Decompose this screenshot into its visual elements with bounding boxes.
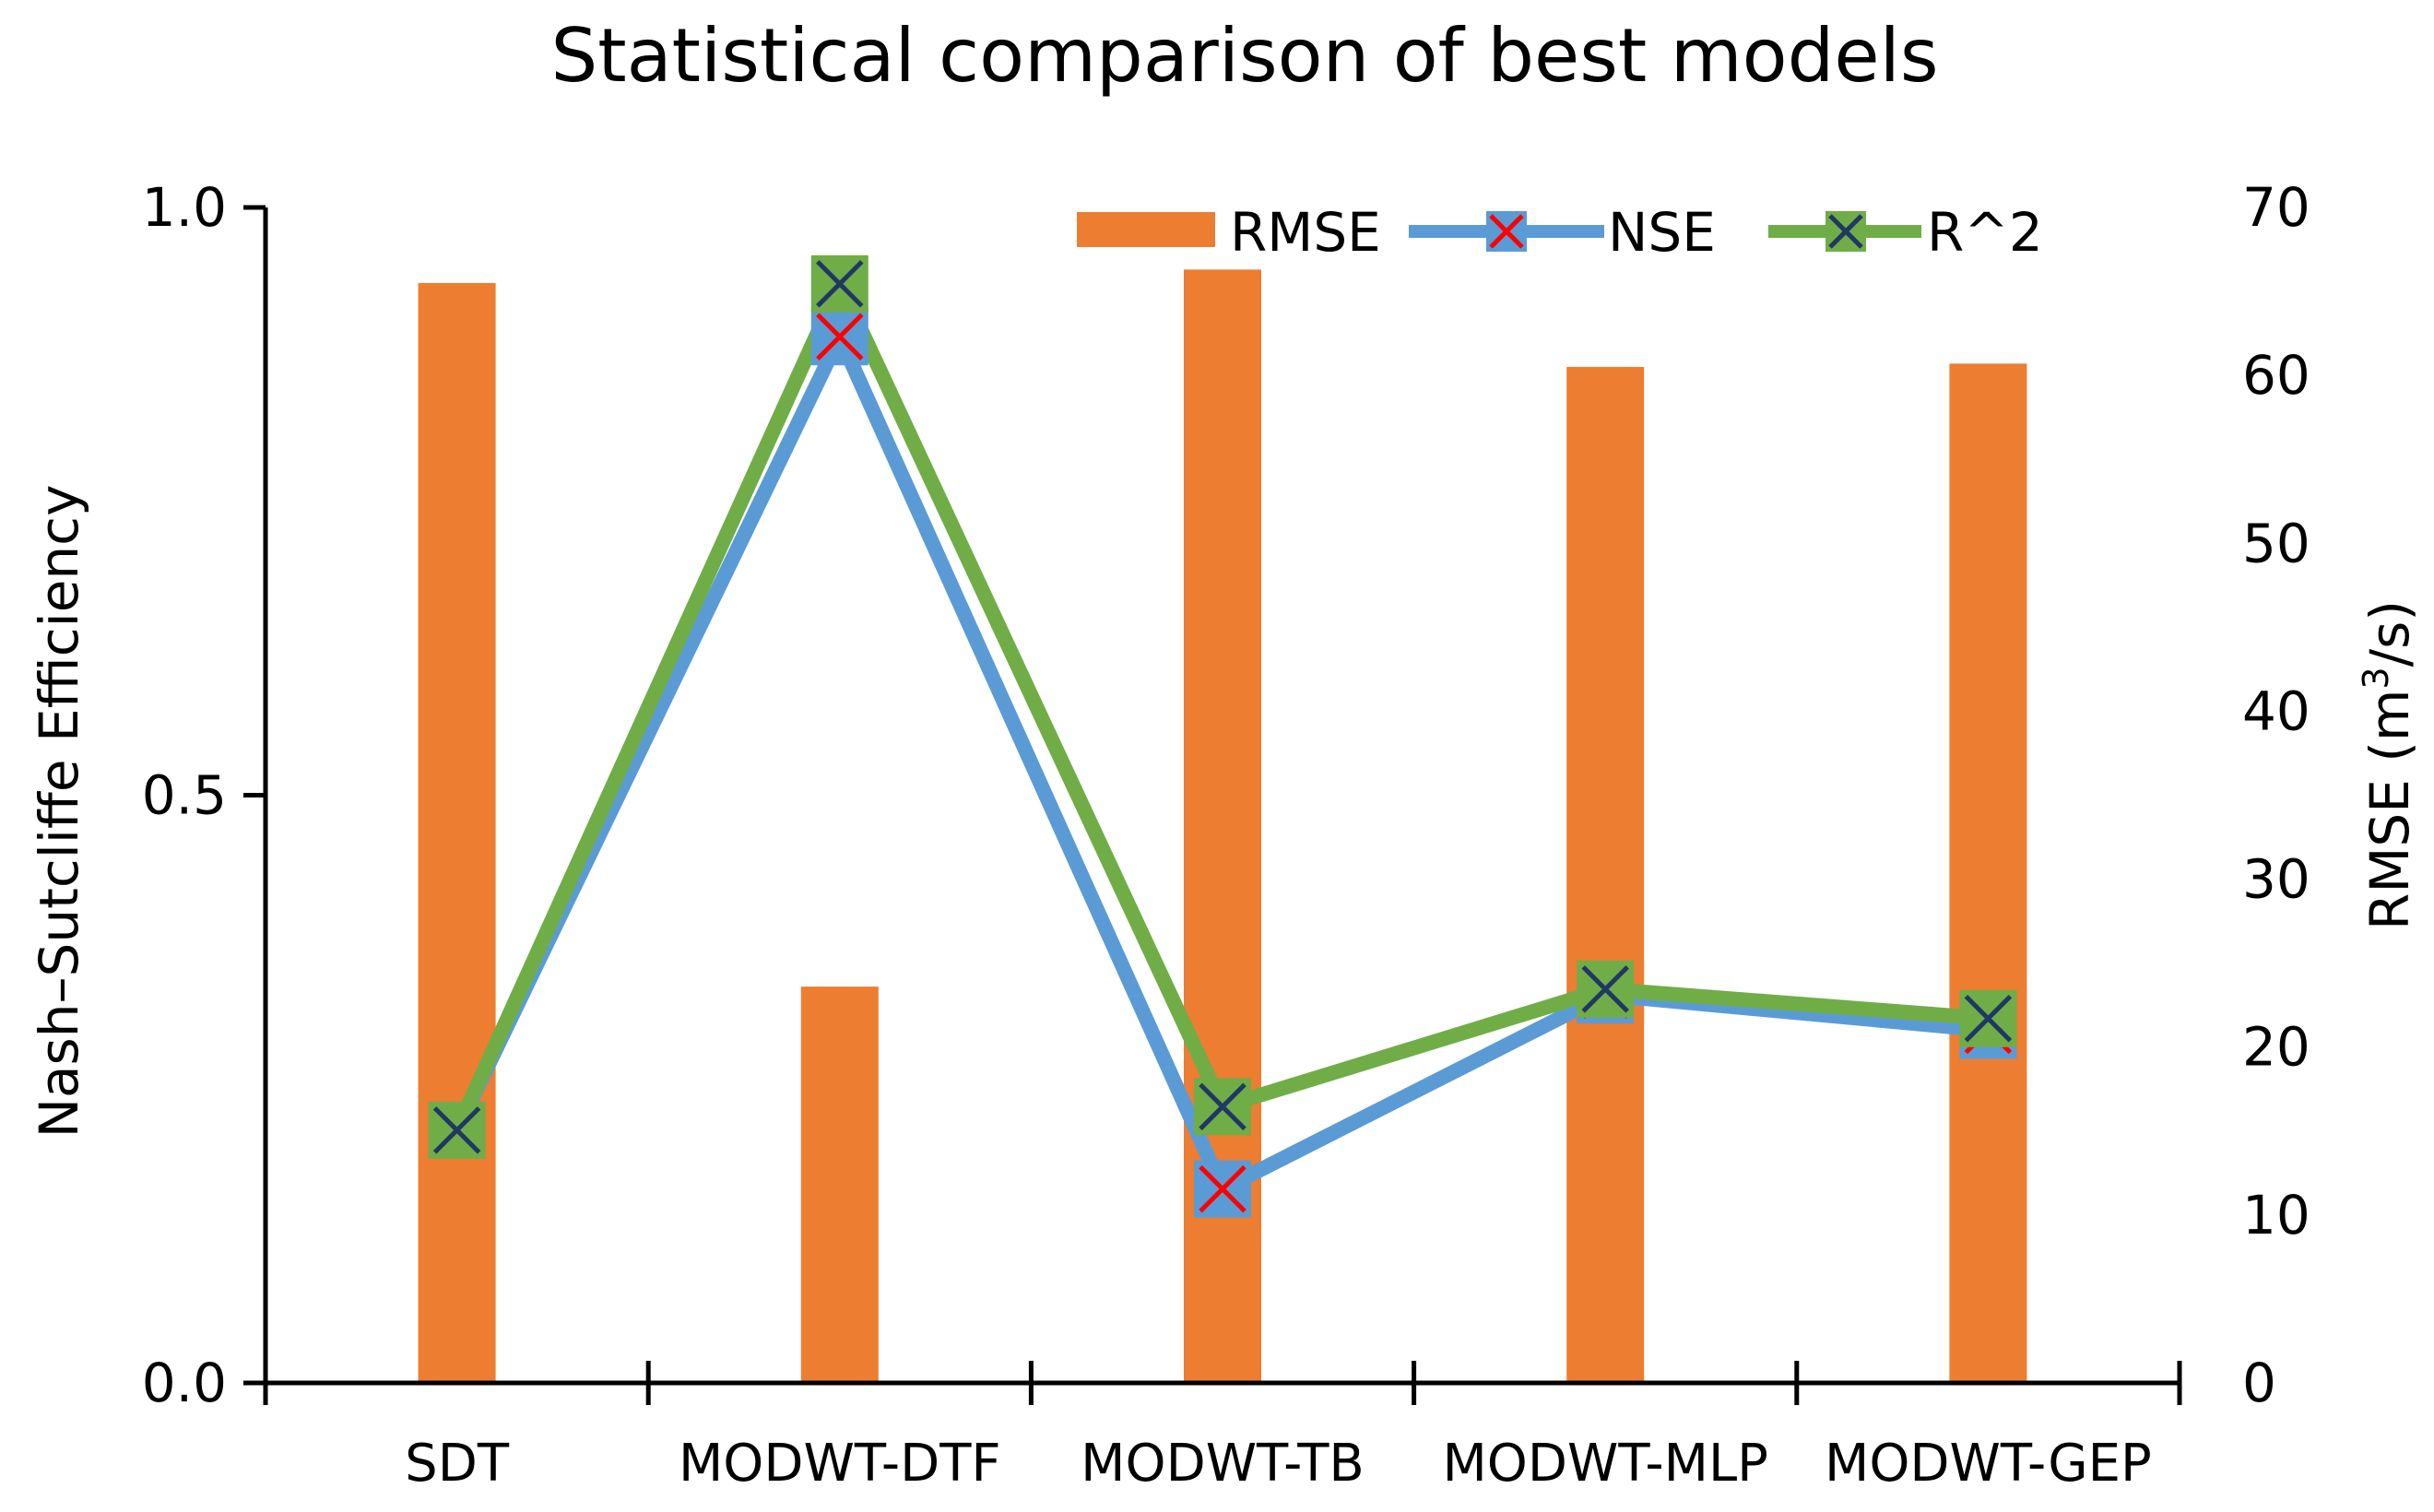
tick-labels: 0.0 0.5 1.0 0 10 20 30 40 50 60 70 <box>142 176 2310 1414</box>
category-label-modwt-dtf: MODWT-DTF <box>679 1434 1001 1494</box>
left-tick-label: 1.0 <box>142 176 227 239</box>
right-tick-label: 50 <box>2242 512 2310 574</box>
right-tick-label: 40 <box>2242 679 2310 742</box>
marker-r-2-sdt <box>428 1101 486 1159</box>
left-tick-label: 0.5 <box>142 764 227 827</box>
category-label-modwt-tb: MODWT-TB <box>1081 1434 1365 1494</box>
right-tick-label: 70 <box>2242 176 2310 239</box>
marker-r-2-modwt-dtf <box>810 254 868 313</box>
bar-rmse-modwt-mlp <box>1566 367 1645 1384</box>
right-axis-title-end: /s) <box>2358 600 2421 667</box>
legend-swatch-rmse <box>1077 212 1215 247</box>
legend-cross-nse <box>1489 214 1524 249</box>
right-tick-label: 0 <box>2242 1352 2276 1414</box>
marker-r-2-modwt-gep <box>1959 989 2017 1047</box>
left-axis-title: Nash–Sutcliffe Efficiency <box>28 485 90 1139</box>
legend-label-r2: R^2 <box>1927 201 2043 264</box>
right-tick-label: 10 <box>2242 1184 2310 1246</box>
right-tick-label: 20 <box>2242 1016 2310 1079</box>
right-tick-label: 30 <box>2242 848 2310 911</box>
left-tick-label: 0.0 <box>142 1352 227 1414</box>
rmse-bars <box>418 269 2027 1384</box>
marker-r-2-modwt-tb <box>1194 1078 1251 1136</box>
chart-title: Statistical comparison of best models <box>550 13 1938 99</box>
axes <box>243 205 2182 1405</box>
right-axis-title-sup: 3 <box>2356 667 2396 689</box>
legend-cross-r2 <box>1828 214 1863 249</box>
legend-label-nse: NSE <box>1608 201 1716 264</box>
marker-nse-modwt-dtf <box>810 308 868 366</box>
bar-rmse-modwt-gep <box>1949 363 2027 1384</box>
marker-r-2-modwt-mlp <box>1577 960 1635 1018</box>
category-labels: SDT MODWT-DTF MODWT-TB MODWT-MLP MODWT-GEP <box>405 1434 2152 1494</box>
legend: RMSE NSE R^2 <box>1077 201 2043 264</box>
category-label-modwt-mlp: MODWT-MLP <box>1442 1434 1767 1494</box>
marker-nse-modwt-tb <box>1194 1160 1251 1218</box>
category-label-sdt: SDT <box>405 1434 510 1494</box>
right-axis-title-main: RMSE (m <box>2358 690 2421 930</box>
series-markers <box>428 254 2017 1218</box>
bar-rmse-modwt-dtf <box>800 986 879 1383</box>
legend-label-rmse: RMSE <box>1230 201 1381 264</box>
right-axis-title: RMSE (m3/s) <box>2356 600 2421 930</box>
bar-rmse-sdt <box>418 282 496 1383</box>
category-label-modwt-gep: MODWT-GEP <box>1825 1434 2152 1494</box>
right-tick-label: 60 <box>2242 344 2310 407</box>
